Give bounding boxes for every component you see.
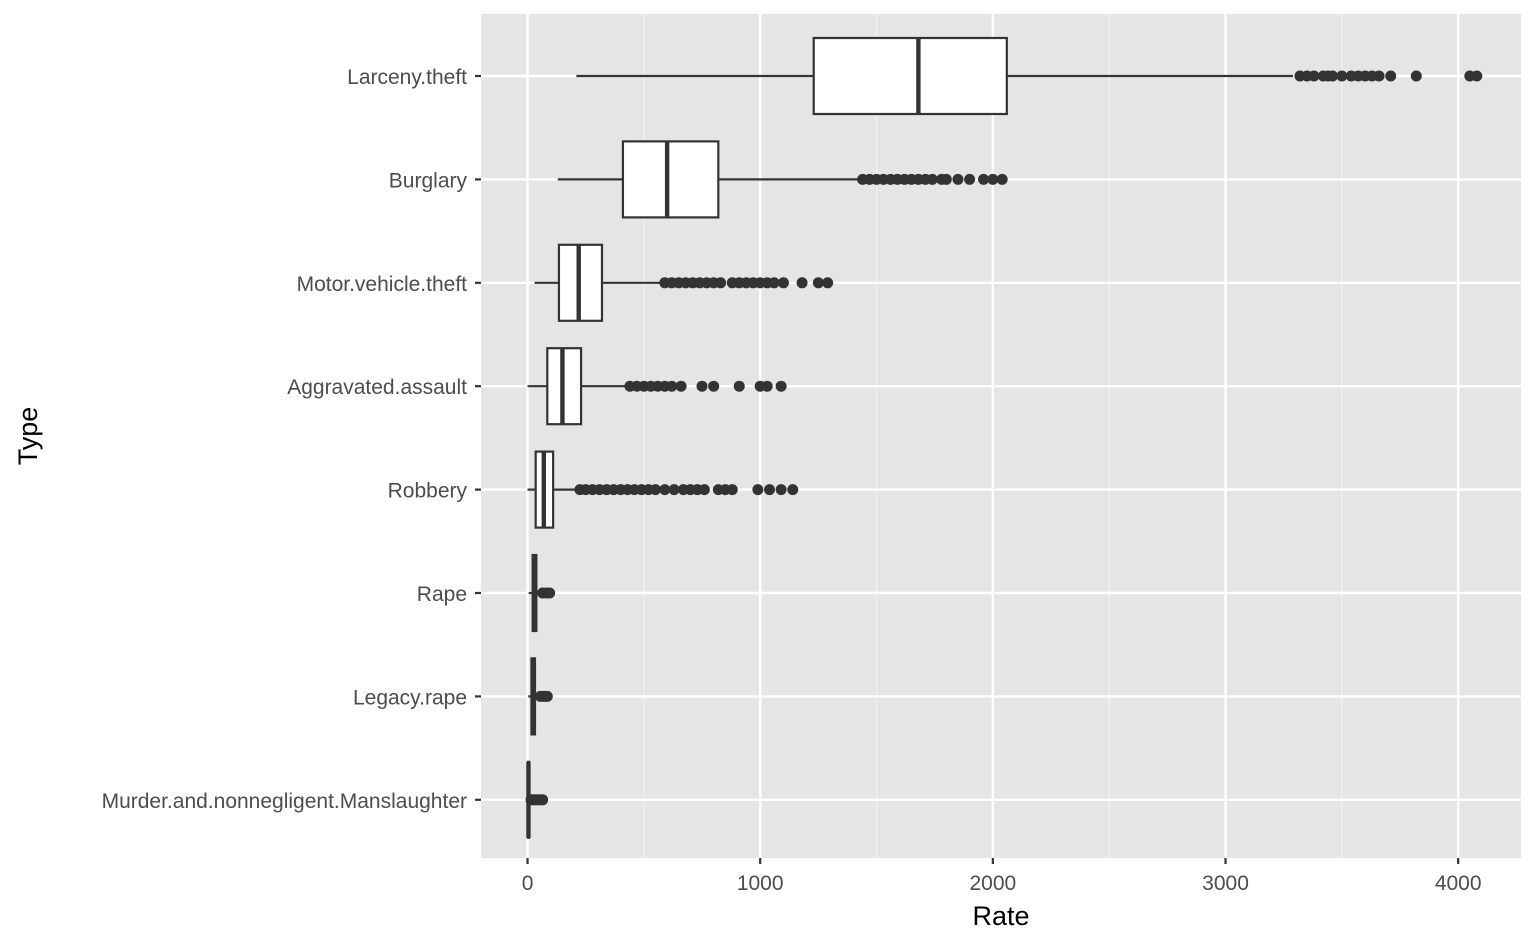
outlier-point bbox=[733, 380, 745, 392]
outlier-point bbox=[1308, 70, 1320, 82]
x-tick-label: 3000 bbox=[1202, 872, 1249, 895]
box-Motor.vehicle.theft bbox=[534, 243, 834, 322]
iqr-box bbox=[812, 36, 1008, 116]
outlier-point bbox=[659, 484, 671, 496]
outlier-point bbox=[541, 690, 553, 702]
box-Larceny.theft bbox=[576, 36, 1483, 116]
outlier-point bbox=[812, 277, 824, 289]
iqr-box bbox=[621, 140, 720, 219]
outlier-point bbox=[775, 380, 787, 392]
outlier-point bbox=[1410, 70, 1422, 82]
box-Robbery bbox=[527, 450, 799, 529]
outlier-point bbox=[940, 173, 952, 185]
x-axis-title: Rate bbox=[972, 901, 1029, 931]
outlier-point bbox=[696, 380, 708, 392]
outlier-point bbox=[1327, 70, 1339, 82]
y-tick-label: Burglary bbox=[389, 169, 468, 192]
outlier-point bbox=[777, 277, 789, 289]
y-tick-label: Legacy.rape bbox=[353, 686, 467, 709]
outlier-point bbox=[668, 484, 680, 496]
box-Rape bbox=[528, 553, 556, 633]
outlier-point bbox=[726, 484, 738, 496]
outlier-point bbox=[761, 380, 773, 392]
outlier-point bbox=[752, 484, 764, 496]
outlier-point bbox=[675, 380, 687, 392]
outlier-point bbox=[822, 277, 834, 289]
box-Aggravated.assault bbox=[527, 347, 787, 426]
y-tick-label: Robbery bbox=[388, 480, 468, 503]
y-tick-label: Aggravated.assault bbox=[287, 376, 467, 399]
outlier-point bbox=[649, 484, 661, 496]
x-tick-label: 2000 bbox=[969, 872, 1016, 895]
outlier-point bbox=[796, 277, 808, 289]
outlier-point bbox=[1385, 70, 1397, 82]
box-Legacy.rape bbox=[528, 657, 553, 736]
x-tick-label: 1000 bbox=[737, 872, 784, 895]
outlier-point bbox=[698, 484, 710, 496]
x-axis: 0 1000 2000 3000 4000 bbox=[522, 858, 1482, 895]
outlier-point bbox=[708, 380, 720, 392]
outlier-point bbox=[768, 277, 780, 289]
y-tick-label: Rape bbox=[417, 583, 467, 606]
x-tick-label: 4000 bbox=[1435, 872, 1482, 895]
outlier-point bbox=[537, 794, 549, 806]
outlier-point bbox=[544, 587, 556, 599]
y-axis: Larceny.theft Burglary Motor.vehicle.theft… bbox=[102, 66, 481, 813]
outlier-point bbox=[787, 484, 799, 496]
y-tick-label: Larceny.theft bbox=[347, 66, 467, 89]
outlier-point bbox=[926, 173, 938, 185]
x-tick-label: 0 bbox=[522, 872, 534, 895]
outlier-point bbox=[987, 173, 999, 185]
outlier-point bbox=[1336, 70, 1348, 82]
outlier-point bbox=[978, 173, 990, 185]
y-tick-label: Murder.and.nonnegligent.Manslaughter bbox=[102, 790, 467, 813]
y-tick-label: Motor.vehicle.theft bbox=[297, 273, 468, 296]
outlier-point bbox=[996, 173, 1008, 185]
box-Burglary bbox=[557, 140, 1008, 219]
y-axis-title: Type bbox=[13, 407, 43, 466]
box-Murder.and.nonnegligent.Manslaughter bbox=[525, 760, 549, 839]
outlier-point bbox=[964, 173, 976, 185]
boxplot-series bbox=[525, 36, 1483, 839]
outlier-point bbox=[952, 173, 964, 185]
outlier-point bbox=[715, 277, 727, 289]
outlier-point bbox=[1471, 70, 1483, 82]
outlier-point bbox=[666, 380, 678, 392]
outlier-point bbox=[764, 484, 776, 496]
outlier-point bbox=[1373, 70, 1385, 82]
outlier-point bbox=[775, 484, 787, 496]
